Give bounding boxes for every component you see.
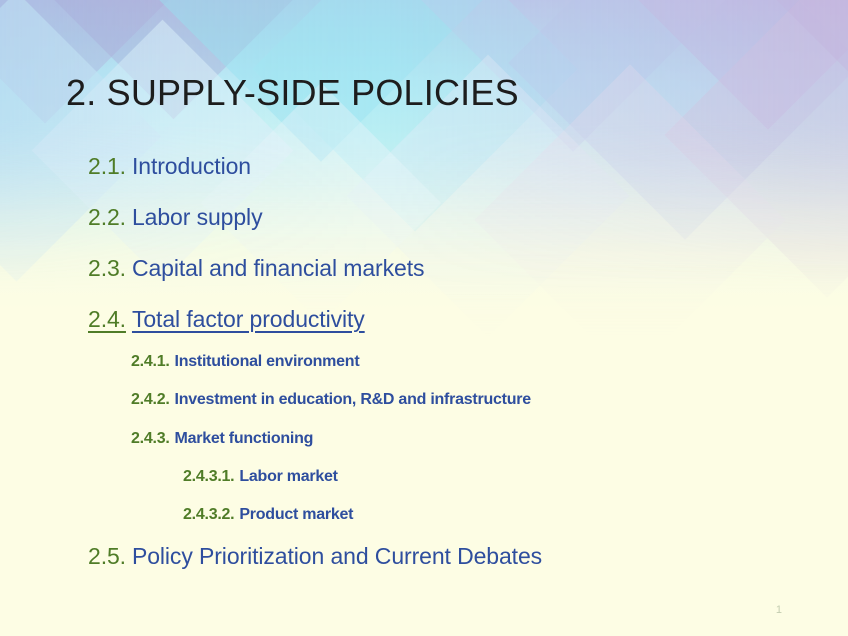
toc-item-label: Capital and financial markets — [131, 255, 425, 281]
toc-item-label: Labor supply — [131, 204, 263, 230]
toc-item[interactable]: 2.4.3. Market functioning — [131, 431, 313, 447]
toc-item-number: 2.4. — [88, 306, 126, 332]
toc-item-number: 2.3. — [88, 255, 126, 281]
toc-item-number: 2.4.3. — [131, 430, 170, 447]
toc-item[interactable]: 2.4. Total factor productivity — [88, 308, 365, 331]
toc-item-number: 2.4.3.1. — [183, 468, 235, 485]
toc-item-label: Introduction — [131, 153, 251, 179]
toc-item-number: 2.4.2. — [131, 391, 170, 408]
toc-item-label: Institutional environment — [174, 353, 360, 370]
toc-item[interactable]: 2.4.1. Institutional environment — [131, 353, 360, 370]
toc-item[interactable]: 2.1. Introduction — [88, 155, 251, 178]
toc-item[interactable]: 2.3. Capital and financial markets — [88, 257, 424, 280]
toc-item[interactable]: 2.4.3.1. Labor market — [183, 469, 338, 485]
toc-item-number: 2.4.3.2. — [183, 506, 235, 523]
toc-item-number: 2.2. — [88, 204, 126, 230]
toc-item-label: Market functioning — [174, 430, 314, 447]
page-number: 1 — [775, 604, 782, 616]
toc-item[interactable]: 2.5. Policy Prioritization and Current De… — [88, 545, 542, 568]
toc-item-label: Labor market — [239, 468, 338, 485]
page-title: 2. SUPPLY-SIDE POLICIES — [66, 72, 519, 113]
toc-item-label: Investment in education, R&D and infrast… — [174, 391, 532, 408]
toc-item[interactable]: 2.2. Labor supply — [88, 204, 263, 230]
toc-item-label: Total factor productivity — [131, 306, 365, 332]
toc-item-number: 2.5. — [88, 543, 126, 569]
toc-item[interactable]: 2.4.2. Investment in education, R&D and i… — [131, 392, 531, 408]
toc-item-number: 2.1. — [88, 153, 126, 179]
toc-item-label: Product market — [239, 506, 354, 523]
toc-item[interactable]: 2.4.3.2. Product market — [183, 507, 353, 523]
toc-item-number: 2.4.1. — [131, 353, 170, 370]
toc-item-label: Policy Prioritization and Current Debate… — [131, 543, 543, 569]
